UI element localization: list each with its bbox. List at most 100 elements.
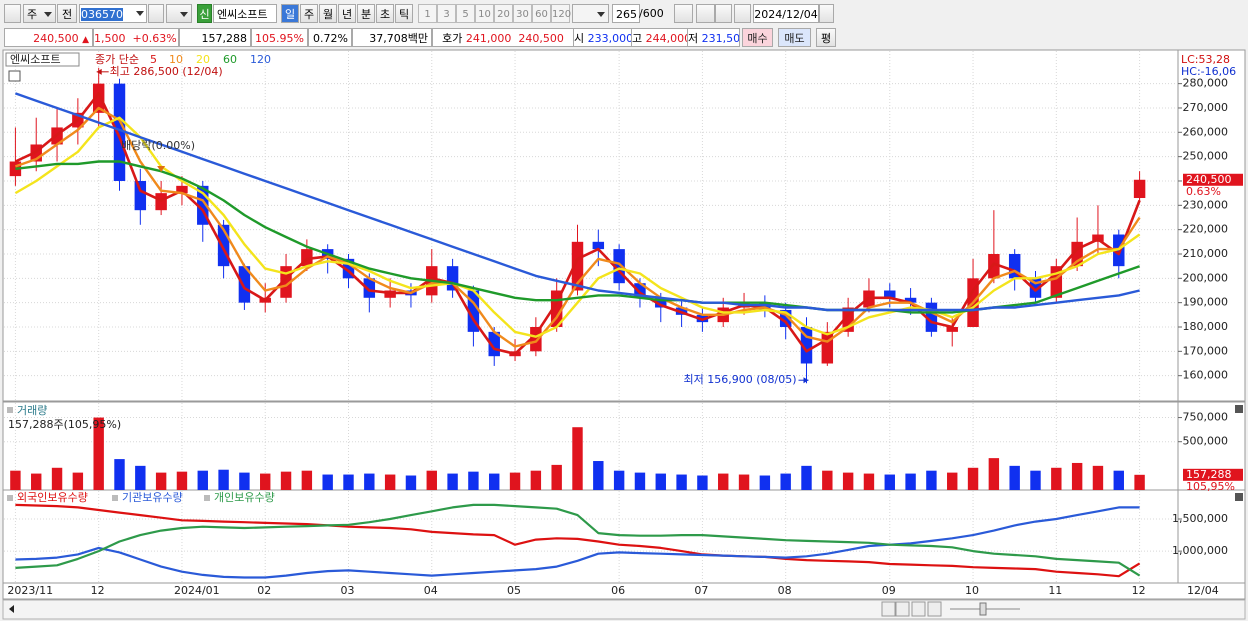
volume-bar (947, 472, 958, 490)
last-ratio-label: 105,95% (1186, 480, 1235, 493)
interval-button[interactable]: 60 (532, 4, 551, 23)
volume-bar (10, 470, 21, 490)
code-text: 036570 (81, 8, 123, 21)
volume-bar (1134, 474, 1145, 490)
sound-button[interactable] (166, 4, 192, 23)
candle-body (197, 185, 209, 225)
interval-button[interactable]: 5 (456, 4, 475, 23)
open-box: 시 233,000 (574, 28, 632, 47)
interval-button[interactable]: 120 (551, 4, 571, 23)
tool-button[interactable] (696, 4, 715, 23)
volume: 157,288 (201, 32, 248, 45)
y-tick-label: 170,000 (1183, 344, 1229, 357)
series-line (15, 92, 1140, 312)
interval-button[interactable]: 3 (437, 4, 456, 23)
volume-bar (634, 472, 646, 490)
x-tick-label: 06 (611, 584, 625, 597)
name-tag (5, 52, 80, 67)
interval-button[interactable]: 20 (494, 4, 513, 23)
candle-body (904, 297, 917, 303)
settings-button[interactable] (734, 4, 751, 23)
volume-bar (239, 472, 250, 490)
buy-button[interactable]: 매수 (742, 28, 773, 47)
period-button[interactable]: 초 (376, 4, 394, 23)
period-button[interactable]: 년 (338, 4, 356, 23)
y-tick-label: 220,000 (1183, 223, 1229, 236)
candle-body (1029, 278, 1042, 298)
avg-button[interactable]: 평 (816, 28, 836, 47)
candle-body (530, 326, 542, 352)
interval-dropdown[interactable] (572, 4, 609, 23)
open: 233,000 (587, 32, 632, 45)
volume-bar (176, 471, 188, 490)
interval-label: 1 (424, 9, 431, 20)
period-button[interactable]: 틱 (395, 4, 413, 23)
candle-body (655, 297, 667, 308)
last-price-box (1183, 173, 1243, 186)
save-button[interactable] (715, 4, 732, 23)
volume-bar (280, 471, 292, 490)
y-tick-label: 270,000 (1183, 101, 1229, 114)
volume-bar (905, 473, 916, 490)
x-tick-label: 04 (424, 584, 438, 597)
interval-button[interactable]: 1 (418, 4, 437, 23)
up-arrow: ▲ (82, 35, 89, 45)
candle-body (592, 241, 605, 250)
candle-body (113, 83, 126, 181)
high-box: 고 244,000 (632, 28, 688, 47)
volume-bar (967, 467, 979, 490)
count-input[interactable]: 265 (612, 4, 640, 23)
volume-box: 157,288 (179, 28, 251, 47)
legend-entry: 기관보유수량 (122, 491, 183, 504)
period-button[interactable]: 일 (281, 4, 299, 23)
candle-body (988, 253, 1000, 279)
tool-button[interactable] (674, 4, 693, 23)
volume-bar (93, 417, 104, 490)
interval-button[interactable]: 30 (513, 4, 532, 23)
calendar-button[interactable] (819, 4, 834, 23)
volume-bar (260, 473, 271, 490)
candle-body (946, 326, 958, 332)
interval-button[interactable]: 10 (475, 4, 494, 23)
market-select[interactable]: 주 (23, 4, 56, 23)
volume-bar (926, 470, 937, 490)
legend-entry: 개인보유수량 (214, 491, 275, 504)
candle-body (1008, 253, 1021, 279)
code-dropdown[interactable] (135, 4, 147, 23)
volume-bar (155, 472, 167, 490)
low-label: 저 (688, 32, 699, 45)
avg-label: 평 (820, 32, 832, 45)
volume-bar (384, 474, 396, 490)
sell-label: 매도 (784, 32, 805, 45)
market-label: 주 (27, 8, 38, 21)
candle-body (217, 224, 230, 267)
volume-bar (218, 469, 229, 490)
period-button[interactable]: 주 (300, 4, 318, 23)
scrollbar (2, 599, 1246, 620)
period-button[interactable]: 분 (357, 4, 375, 23)
period-button[interactable]: 월 (319, 4, 337, 23)
volume-subtitle: 157,288주(105,95%) (8, 418, 121, 431)
volume-bar (301, 470, 313, 490)
code-input[interactable]: 036570 (79, 4, 147, 23)
volume-bar (780, 473, 791, 490)
y-tick-label: 750,000 (1183, 411, 1229, 424)
x-tick-label: 2024/01 (174, 584, 220, 597)
volume-bar (1051, 467, 1062, 490)
sell-button[interactable]: 매도 (778, 28, 811, 47)
prev-button[interactable]: 전 (57, 4, 77, 23)
scroll-next-button (927, 601, 942, 617)
candle-body (842, 307, 854, 332)
menu-button[interactable] (4, 4, 21, 23)
x-tick-label: 10 (965, 584, 979, 597)
scroll-prev-button (895, 601, 910, 617)
search-button[interactable] (148, 4, 164, 23)
date-input[interactable]: 2024/12/04 (753, 4, 819, 23)
y-tick-label: 200,000 (1183, 271, 1229, 284)
period-label: 주 (303, 8, 315, 21)
legend-swatch (204, 495, 210, 501)
y-tick-label: 1,500,000 (1172, 512, 1228, 525)
new-badge[interactable]: 신 (197, 4, 212, 23)
